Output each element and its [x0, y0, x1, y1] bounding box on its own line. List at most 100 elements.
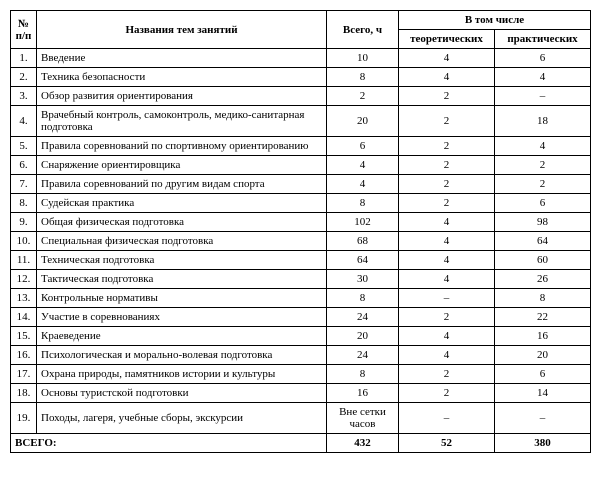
total-total: 432 [327, 434, 399, 453]
cell-total: 64 [327, 251, 399, 270]
curriculum-table: № п/п Названия тем занятий Всего, ч В то… [10, 10, 591, 453]
header-practical: практических [495, 30, 591, 49]
cell-name: Правила соревнований по спортивному орие… [37, 137, 327, 156]
cell-name: Судейская практика [37, 194, 327, 213]
cell-total: 4 [327, 156, 399, 175]
cell-theo: 2 [399, 87, 495, 106]
cell-prac: 4 [495, 68, 591, 87]
cell-name: Техническая подготовка [37, 251, 327, 270]
cell-total: 20 [327, 106, 399, 137]
cell-total: 10 [327, 49, 399, 68]
cell-total: 30 [327, 270, 399, 289]
cell-theo: 2 [399, 175, 495, 194]
cell-total: 2 [327, 87, 399, 106]
table-row: 12.Тактическая подготовка30426 [11, 270, 591, 289]
cell-prac: 6 [495, 49, 591, 68]
cell-name: Тактическая подготовка [37, 270, 327, 289]
table-header: № п/п Названия тем занятий Всего, ч В то… [11, 11, 591, 49]
cell-theo: 2 [399, 308, 495, 327]
cell-num: 5. [11, 137, 37, 156]
cell-theo: 2 [399, 156, 495, 175]
total-prac: 380 [495, 434, 591, 453]
table-row: 19.Походы, лагеря, учебные сборы, экскур… [11, 403, 591, 434]
header-num: № п/п [11, 11, 37, 49]
cell-name: Контрольные нормативы [37, 289, 327, 308]
cell-theo: 4 [399, 251, 495, 270]
cell-num: 15. [11, 327, 37, 346]
cell-prac: 26 [495, 270, 591, 289]
cell-prac: 16 [495, 327, 591, 346]
cell-theo: 4 [399, 68, 495, 87]
cell-theo: 4 [399, 270, 495, 289]
cell-prac: 8 [495, 289, 591, 308]
cell-total: 4 [327, 175, 399, 194]
header-name: Названия тем занятий [37, 11, 327, 49]
cell-name: Психологическая и морально-волевая подго… [37, 346, 327, 365]
cell-prac: 14 [495, 384, 591, 403]
cell-prac: 60 [495, 251, 591, 270]
cell-total: 20 [327, 327, 399, 346]
cell-theo: 2 [399, 384, 495, 403]
cell-name: Походы, лагеря, учебные сборы, экскурсии [37, 403, 327, 434]
cell-theo: 4 [399, 232, 495, 251]
cell-total: 8 [327, 289, 399, 308]
cell-name: Основы туристской подготовки [37, 384, 327, 403]
cell-num: 19. [11, 403, 37, 434]
table-row: 10.Специальная физическая подготовка6846… [11, 232, 591, 251]
cell-total: 16 [327, 384, 399, 403]
cell-name: Участие в соревнованиях [37, 308, 327, 327]
total-label: ВСЕГО: [11, 434, 327, 453]
table-row: 13.Контрольные нормативы8–8 [11, 289, 591, 308]
cell-num: 7. [11, 175, 37, 194]
table-row: 18.Основы туристской подготовки16214 [11, 384, 591, 403]
cell-num: 3. [11, 87, 37, 106]
cell-num: 14. [11, 308, 37, 327]
cell-name: Охрана природы, памятников истории и кул… [37, 365, 327, 384]
table-row: 14.Участие в соревнованиях24222 [11, 308, 591, 327]
table-row: 9.Общая физическая подготовка102498 [11, 213, 591, 232]
cell-prac: 2 [495, 156, 591, 175]
header-including: В том числе [399, 11, 591, 30]
cell-prac: 22 [495, 308, 591, 327]
cell-num: 12. [11, 270, 37, 289]
cell-theo: – [399, 289, 495, 308]
table-row: 4.Врачебный контроль, самоконтроль, меди… [11, 106, 591, 137]
cell-prac: 64 [495, 232, 591, 251]
table-body: 1.Введение10462.Техника безопасности8443… [11, 49, 591, 434]
table-row: 8.Судейская практика826 [11, 194, 591, 213]
cell-prac: 6 [495, 365, 591, 384]
cell-total: Вне сетки часов [327, 403, 399, 434]
cell-num: 8. [11, 194, 37, 213]
cell-prac: – [495, 403, 591, 434]
cell-prac: 2 [495, 175, 591, 194]
cell-total: 8 [327, 365, 399, 384]
table-row: 3.Обзор развития ориентирования22– [11, 87, 591, 106]
header-total: Всего, ч [327, 11, 399, 49]
cell-name: Введение [37, 49, 327, 68]
cell-prac: 4 [495, 137, 591, 156]
cell-total: 24 [327, 346, 399, 365]
table-row: 6.Снаряжение ориентировщика422 [11, 156, 591, 175]
cell-name: Снаряжение ориентировщика [37, 156, 327, 175]
cell-total: 8 [327, 68, 399, 87]
table-row: 1.Введение1046 [11, 49, 591, 68]
cell-num: 17. [11, 365, 37, 384]
cell-theo: 4 [399, 327, 495, 346]
table-row: 16.Психологическая и морально-волевая по… [11, 346, 591, 365]
table-row: 15.Краеведение20416 [11, 327, 591, 346]
cell-theo: 4 [399, 49, 495, 68]
cell-num: 6. [11, 156, 37, 175]
cell-theo: 2 [399, 106, 495, 137]
table-row: 5.Правила соревнований по спортивному ор… [11, 137, 591, 156]
table-row: 2.Техника безопасности844 [11, 68, 591, 87]
total-theo: 52 [399, 434, 495, 453]
cell-prac: 20 [495, 346, 591, 365]
table-row: 7.Правила соревнований по другим видам с… [11, 175, 591, 194]
cell-total: 8 [327, 194, 399, 213]
cell-theo: 2 [399, 137, 495, 156]
cell-name: Техника безопасности [37, 68, 327, 87]
cell-theo: 2 [399, 194, 495, 213]
table-row: 11.Техническая подготовка64460 [11, 251, 591, 270]
cell-total: 24 [327, 308, 399, 327]
cell-prac: 18 [495, 106, 591, 137]
